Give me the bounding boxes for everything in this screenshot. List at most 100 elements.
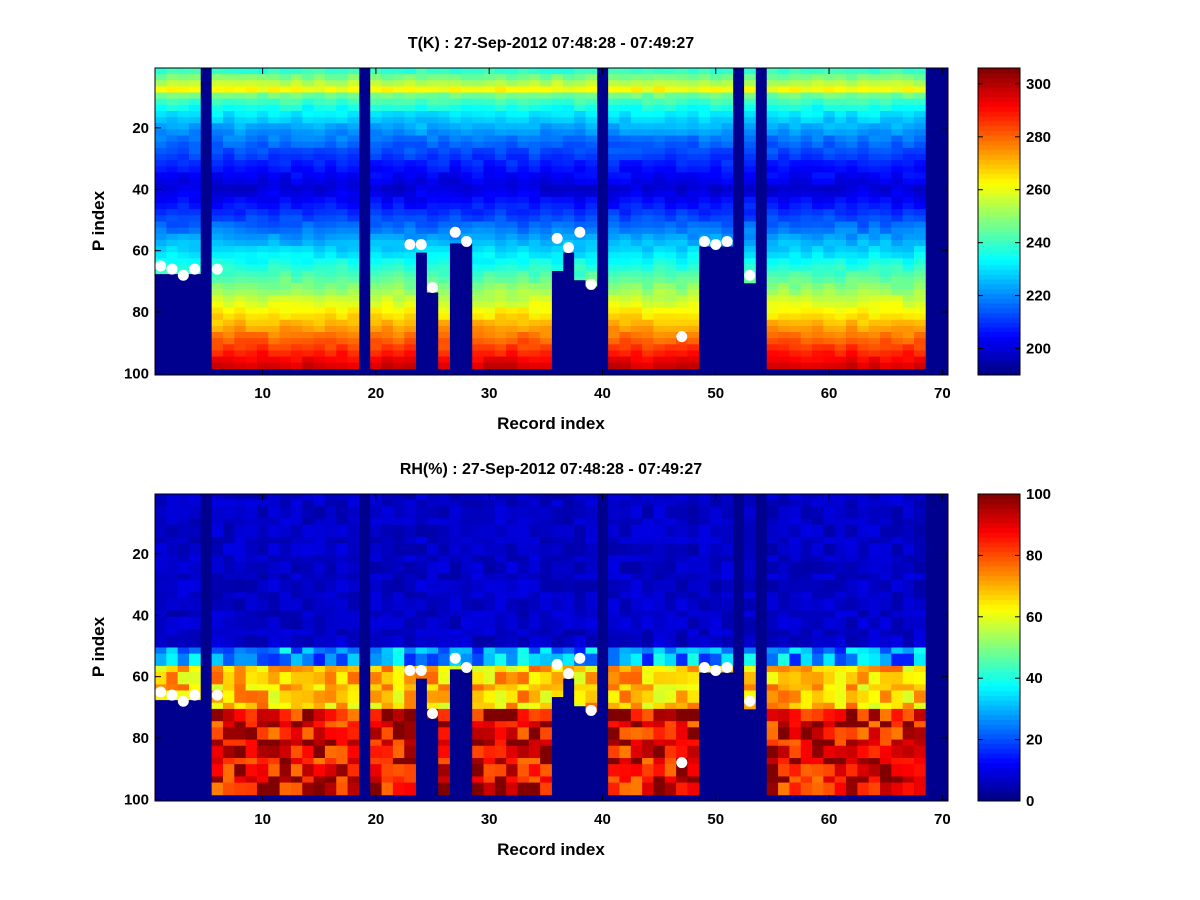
heatmap-column <box>812 68 824 370</box>
heatmap-cell <box>902 110 915 118</box>
heatmap-cell <box>562 524 575 532</box>
heatmap-cell <box>506 190 518 198</box>
heatmap-cell <box>222 524 235 532</box>
heatmap-cell <box>234 782 247 790</box>
heatmap-cell <box>302 362 314 370</box>
heatmap-cell <box>426 684 439 691</box>
heatmap-cell <box>290 74 303 81</box>
heatmap-cell <box>914 86 926 93</box>
heatmap-cell <box>426 598 439 605</box>
heatmap-cell <box>687 68 700 75</box>
heatmap-cell <box>494 635 507 642</box>
heatmap-cell <box>540 579 552 587</box>
heatmap-cell <box>619 307 632 314</box>
heatmap-cell <box>256 74 269 81</box>
heatmap-cell <box>880 92 892 100</box>
heatmap-cell <box>800 350 813 357</box>
heatmap-cell <box>279 160 292 167</box>
heatmap-cell <box>846 319 858 327</box>
heatmap-cell <box>574 86 586 93</box>
heatmap-cell <box>177 573 190 581</box>
heatmap-cell <box>517 573 530 581</box>
heatmap-cell <box>472 135 484 143</box>
heatmap-cell <box>483 123 496 130</box>
heatmap-cell <box>585 264 598 272</box>
heatmap-cell <box>290 147 303 155</box>
heatmap-cell <box>460 549 473 556</box>
heatmap-cell <box>846 147 858 155</box>
heatmap-cell <box>426 172 439 179</box>
heatmap-cell <box>642 141 654 149</box>
heatmap-column <box>381 494 394 796</box>
heatmap-cell <box>766 196 779 204</box>
heatmap-cell <box>812 246 824 253</box>
heatmap-cell <box>608 776 620 783</box>
heatmap-cell <box>279 98 292 106</box>
heatmap-cell <box>347 215 360 222</box>
heatmap-cell <box>608 788 620 796</box>
heatmap-cell <box>211 506 224 513</box>
heatmap-cell <box>313 282 326 290</box>
heatmap-cell <box>562 561 575 569</box>
heatmap-cell <box>868 123 881 130</box>
heatmap-cell <box>664 325 677 333</box>
heatmap-cell <box>268 727 281 734</box>
heatmap-cell <box>426 135 439 143</box>
heatmap-column <box>608 68 620 370</box>
heatmap-cell <box>653 659 666 667</box>
heatmap-cell <box>256 227 269 235</box>
heatmap-cell <box>472 209 484 216</box>
heatmap-cell <box>619 338 632 345</box>
heatmap-cell <box>347 641 360 648</box>
heatmap-cell <box>279 494 292 501</box>
heatmap-cell <box>438 549 450 556</box>
heatmap-cell <box>744 215 756 222</box>
heatmap-cell <box>347 160 360 167</box>
heatmap-cell <box>483 172 496 179</box>
heatmap-cell <box>664 536 677 544</box>
heatmap-cell <box>687 184 700 192</box>
heatmap-cell <box>676 129 688 136</box>
temperature-x-label: Record index <box>497 414 605 433</box>
heatmap-cell <box>234 307 247 314</box>
heatmap-cell <box>155 129 167 136</box>
heatmap-cell <box>415 629 428 636</box>
heatmap-cell <box>619 295 632 302</box>
heatmap-cell <box>494 739 507 747</box>
heatmap-cell <box>166 141 179 149</box>
heatmap-cell <box>449 500 462 507</box>
heatmap-cell <box>812 153 824 161</box>
heatmap-cell <box>483 209 496 216</box>
heatmap-column <box>528 68 541 370</box>
heatmap-cell <box>868 307 881 314</box>
heatmap-cell <box>834 153 847 161</box>
heatmap-cell <box>392 338 405 345</box>
heatmap-cell <box>472 344 484 351</box>
heatmap-cell <box>245 592 258 599</box>
heatmap-cell <box>540 215 552 222</box>
heatmap-cell <box>789 332 802 339</box>
heatmap-cell <box>642 690 654 698</box>
heatmap-cell <box>279 74 292 81</box>
heatmap-cell <box>415 196 428 204</box>
heatmap-cell <box>234 715 247 722</box>
heatmap-cell <box>517 129 530 136</box>
heatmap-column <box>472 494 484 796</box>
heatmap-cell <box>551 74 564 81</box>
heatmap-cell <box>381 678 394 685</box>
heatmap-cell <box>324 135 337 143</box>
heatmap-cell <box>562 166 575 173</box>
heatmap-cell <box>392 123 405 130</box>
heatmap-cell <box>155 672 167 679</box>
heatmap-cell <box>551 604 564 612</box>
heatmap-cell <box>438 665 450 673</box>
heatmap-cell <box>494 690 507 698</box>
heatmap-cell <box>313 295 326 302</box>
heatmap-cell <box>211 573 224 581</box>
heatmap-cell <box>324 98 337 106</box>
heatmap-cell <box>517 770 530 777</box>
heatmap-cell <box>438 172 450 179</box>
heatmap-cell <box>279 356 292 364</box>
heatmap-cell <box>188 153 201 161</box>
heatmap-cell <box>188 604 201 612</box>
